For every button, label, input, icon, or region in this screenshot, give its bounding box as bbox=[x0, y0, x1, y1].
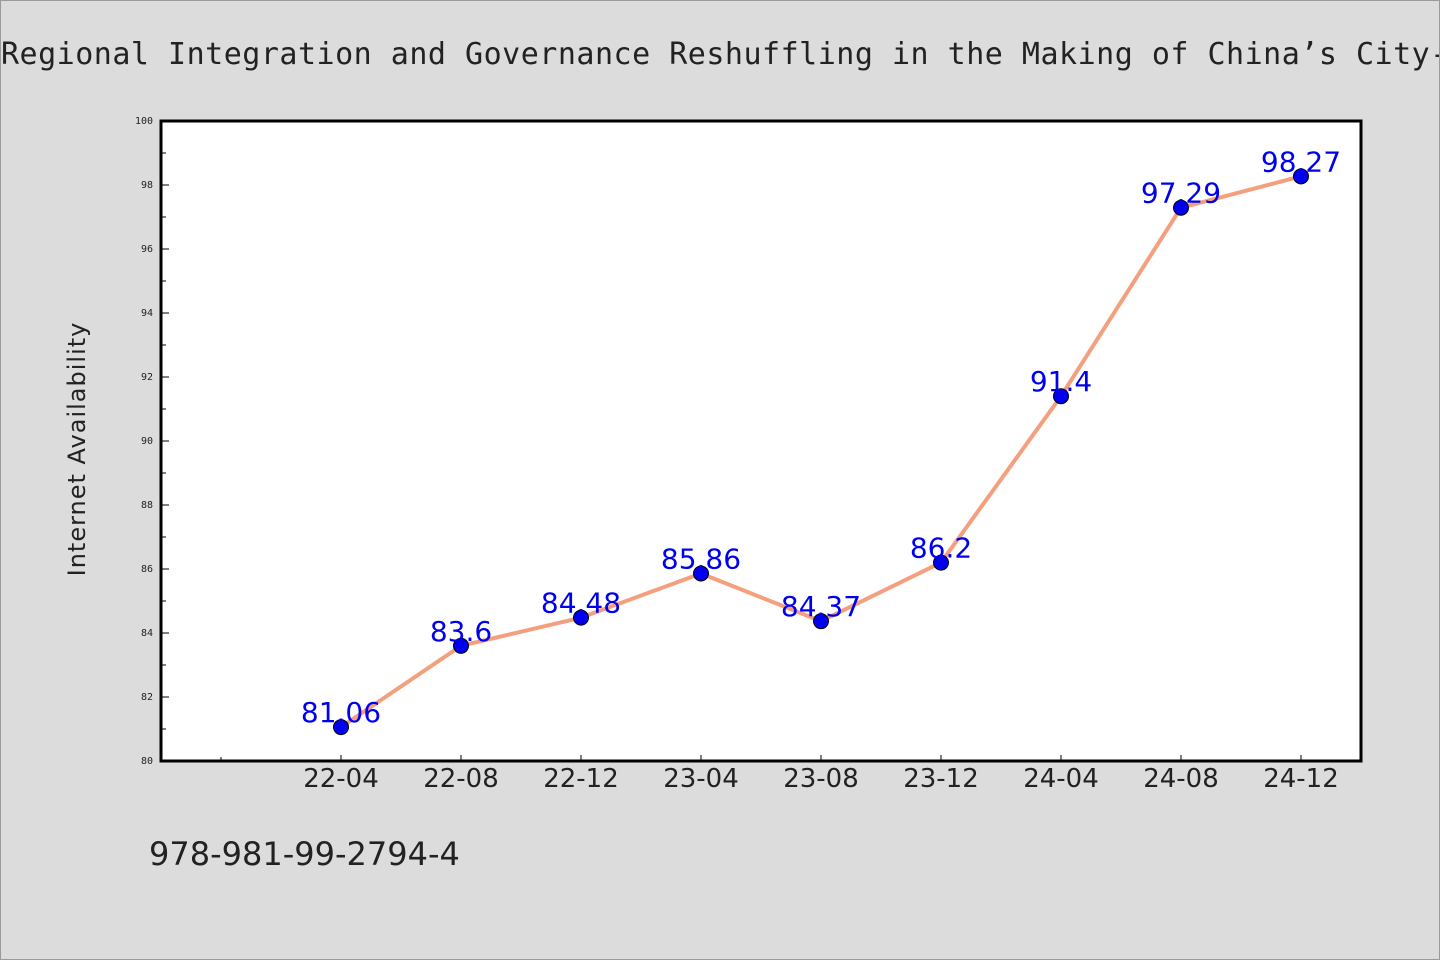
x-tick-label: 24-08 bbox=[1143, 764, 1219, 794]
y-tick-label: 94 bbox=[141, 308, 153, 319]
data-point bbox=[573, 609, 589, 626]
data-label: 97.29 bbox=[1141, 177, 1221, 210]
y-tick-label: 88 bbox=[141, 500, 153, 511]
data-label: 91.4 bbox=[1030, 365, 1092, 398]
data-point bbox=[933, 554, 949, 571]
y-tick-label: 92 bbox=[141, 372, 153, 383]
y-tick-label: 98 bbox=[141, 180, 153, 191]
y-tick-label: 84 bbox=[141, 628, 153, 639]
x-tick-label: 22-12 bbox=[543, 764, 619, 794]
data-point bbox=[813, 613, 829, 630]
data-label: 85.86 bbox=[661, 542, 741, 575]
x-tick-label: 23-08 bbox=[783, 764, 859, 794]
x-tick-label: 24-04 bbox=[1023, 764, 1099, 794]
chart-title: Regional Integration and Governance Resh… bbox=[1, 37, 1440, 72]
data-label: 98.27 bbox=[1261, 145, 1341, 178]
data-point bbox=[453, 637, 469, 654]
x-tick-label: 24-12 bbox=[1263, 764, 1339, 794]
data-point bbox=[1173, 199, 1189, 216]
data-label: 84.37 bbox=[781, 590, 861, 623]
data-label: 86.2 bbox=[910, 532, 972, 565]
data-label: 84.48 bbox=[541, 587, 621, 620]
data-point bbox=[693, 565, 709, 582]
data-label: 81.06 bbox=[301, 696, 381, 729]
data-point bbox=[333, 719, 349, 736]
y-tick-label: 82 bbox=[141, 692, 153, 703]
y-tick-label: 100 bbox=[135, 116, 153, 127]
plot-area bbox=[159, 119, 1363, 763]
isbn-text: 978-981-99-2794-4 bbox=[149, 835, 460, 873]
x-tick-label: 22-08 bbox=[423, 764, 499, 794]
data-point bbox=[1053, 388, 1069, 405]
data-point bbox=[1293, 168, 1309, 185]
y-tick-label: 96 bbox=[141, 244, 153, 255]
x-tick-label: 23-04 bbox=[663, 764, 739, 794]
y-tick-label: 90 bbox=[141, 436, 153, 447]
x-tick-label: 23-12 bbox=[903, 764, 979, 794]
data-label: 83.6 bbox=[430, 615, 492, 648]
x-tick-label: 22-04 bbox=[303, 764, 379, 794]
y-axis-label: Internet Availability bbox=[63, 322, 91, 577]
y-tick-label: 80 bbox=[141, 756, 153, 767]
y-tick-label: 86 bbox=[141, 564, 153, 575]
